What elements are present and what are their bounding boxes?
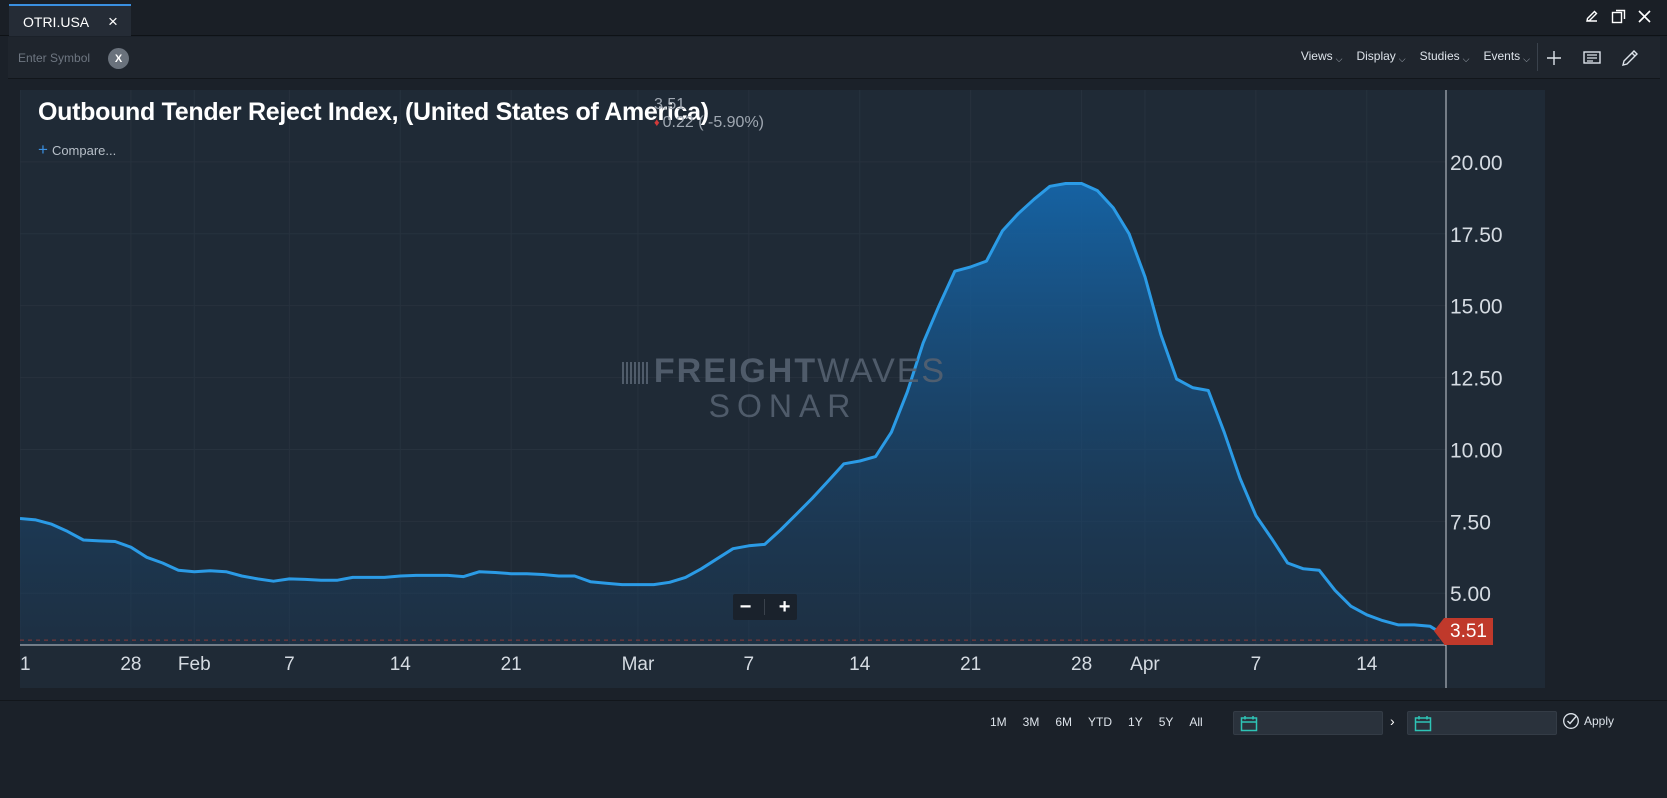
calendar-icon — [1414, 716, 1432, 732]
chart-panel[interactable]: 20.00 17.50 15.00 12.50 10.00 7.50 5.00 21 28 Feb… — [20, 90, 1545, 688]
chart-toolbar: X Views⌵ Display⌵ Studies⌵ Events⌵ — [8, 37, 1660, 79]
chart-canvas[interactable]: 20.00 17.50 15.00 12.50 10.00 7.50 5.00 21 28 Feb… — [20, 90, 1545, 688]
range-ytd[interactable]: YTD — [1088, 715, 1113, 729]
zoom-controls: − + — [733, 594, 797, 620]
notes-icon[interactable] — [1580, 46, 1604, 70]
add-icon[interactable] — [1542, 46, 1566, 70]
range-buttons: 1M 3M 6M YTD 1Y 5Y All — [982, 715, 1211, 729]
x-tick-label: 14 — [849, 654, 871, 675]
window-controls — [1583, 6, 1653, 26]
calendar-icon — [1240, 716, 1258, 732]
x-tick-label: Mar — [622, 654, 655, 675]
last-value: 3.51 — [654, 96, 686, 113]
chevron-down-icon: ⌵ — [1398, 54, 1406, 64]
y-tick-label: 7.50 — [1450, 511, 1491, 534]
zoom-divider — [764, 599, 766, 615]
y-tick-label: 5.00 — [1450, 583, 1491, 606]
toolbar-menus: Views ⌵ Display ⌵ Studies ⌵ Events ⌵ — [1300, 49, 1530, 64]
clear-symbol-button[interactable]: X — [108, 48, 129, 69]
price-change: ♦ 0.22 ( -5.90%) — [654, 114, 764, 132]
chevron-down-icon: ⌵ — [1523, 54, 1530, 64]
compare-label: Compare... — [51, 143, 117, 158]
menu-views-label: Views — [1300, 49, 1333, 63]
range-3m[interactable]: 3M — [1022, 715, 1040, 729]
y-tick-label: 17.50 — [1450, 224, 1503, 247]
x-tick-label: 7 — [1251, 654, 1262, 675]
tab-close-icon[interactable]: × — [108, 12, 118, 31]
range-5y[interactable]: 5Y — [1158, 715, 1174, 729]
x-tick-label: 21 — [501, 654, 522, 675]
y-tick-label: 15.00 — [1450, 296, 1503, 319]
chevron-down-icon: ⌵ — [1462, 54, 1470, 64]
series-area — [20, 183, 1446, 645]
x-tick-label: 28 — [120, 654, 141, 675]
pencil-icon[interactable] — [1618, 46, 1642, 70]
x-tick-label: 7 — [284, 654, 295, 675]
series-line — [20, 182, 1447, 638]
menu-studies-label: Studies — [1419, 49, 1460, 63]
range-all[interactable]: All — [1189, 715, 1203, 729]
symbol-input[interactable] — [18, 48, 108, 68]
menu-studies[interactable]: Studies ⌵ — [1419, 49, 1470, 64]
tab-bar: OTRI.USA × — [0, 0, 1667, 36]
tab-label: OTRI.USA — [23, 14, 90, 30]
plus-icon: + — [38, 140, 48, 159]
chevron-down-icon: ⌵ — [1335, 54, 1343, 64]
x-tick-label: 21 — [20, 654, 31, 675]
x-tick-label: 28 — [1071, 654, 1092, 675]
down-arrow-icon: ♦ — [654, 117, 660, 129]
x-tick-label: 14 — [390, 654, 412, 675]
y-tick-label: 12.50 — [1450, 368, 1503, 391]
x-tick-label: 21 — [960, 654, 981, 675]
range-1m[interactable]: 1M — [990, 715, 1007, 729]
close-window-icon[interactable] — [1635, 6, 1653, 26]
popout-icon[interactable] — [1609, 6, 1627, 26]
edit-icon[interactable] — [1583, 6, 1601, 26]
end-date-input[interactable] — [1407, 711, 1557, 735]
toolbar-divider — [1537, 43, 1538, 71]
menu-events[interactable]: Events ⌵ — [1483, 49, 1530, 64]
zoom-in-button[interactable]: + — [778, 596, 791, 618]
y-tick-label: 10.00 — [1450, 439, 1503, 462]
apply-button[interactable]: Apply — [1562, 712, 1614, 730]
compare-button[interactable]: + Compare... — [38, 140, 116, 160]
range-1y[interactable]: 1Y — [1128, 715, 1143, 729]
menu-display-label: Display — [1356, 49, 1396, 63]
x-tick-label: Feb — [178, 654, 211, 675]
x-tick-label: 7 — [744, 654, 755, 675]
apply-label: Apply — [1584, 714, 1615, 728]
current-price-tag: 3.51 — [1434, 618, 1493, 645]
x-tick-label: 14 — [1356, 654, 1378, 675]
menu-events-label: Events — [1483, 49, 1521, 63]
menu-display[interactable]: Display ⌵ — [1356, 49, 1406, 64]
date-range-arrow-icon: › — [1390, 713, 1395, 729]
price-change-text: 0.22 ( -5.90%) — [662, 114, 765, 131]
x-tick-label: Apr — [1130, 654, 1160, 675]
y-tick-label: 20.00 — [1450, 152, 1503, 175]
tab-otri-usa[interactable]: OTRI.USA × — [9, 4, 131, 36]
bottom-bar — [0, 700, 1667, 798]
range-6m[interactable]: 6M — [1055, 715, 1073, 729]
start-date-input[interactable] — [1233, 711, 1383, 735]
check-circle-icon — [1563, 713, 1579, 729]
zoom-out-button[interactable]: − — [739, 596, 752, 618]
menu-views[interactable]: Views ⌵ — [1300, 49, 1343, 64]
chart-title: Outbound Tender Reject Index, (United St… — [38, 98, 709, 126]
